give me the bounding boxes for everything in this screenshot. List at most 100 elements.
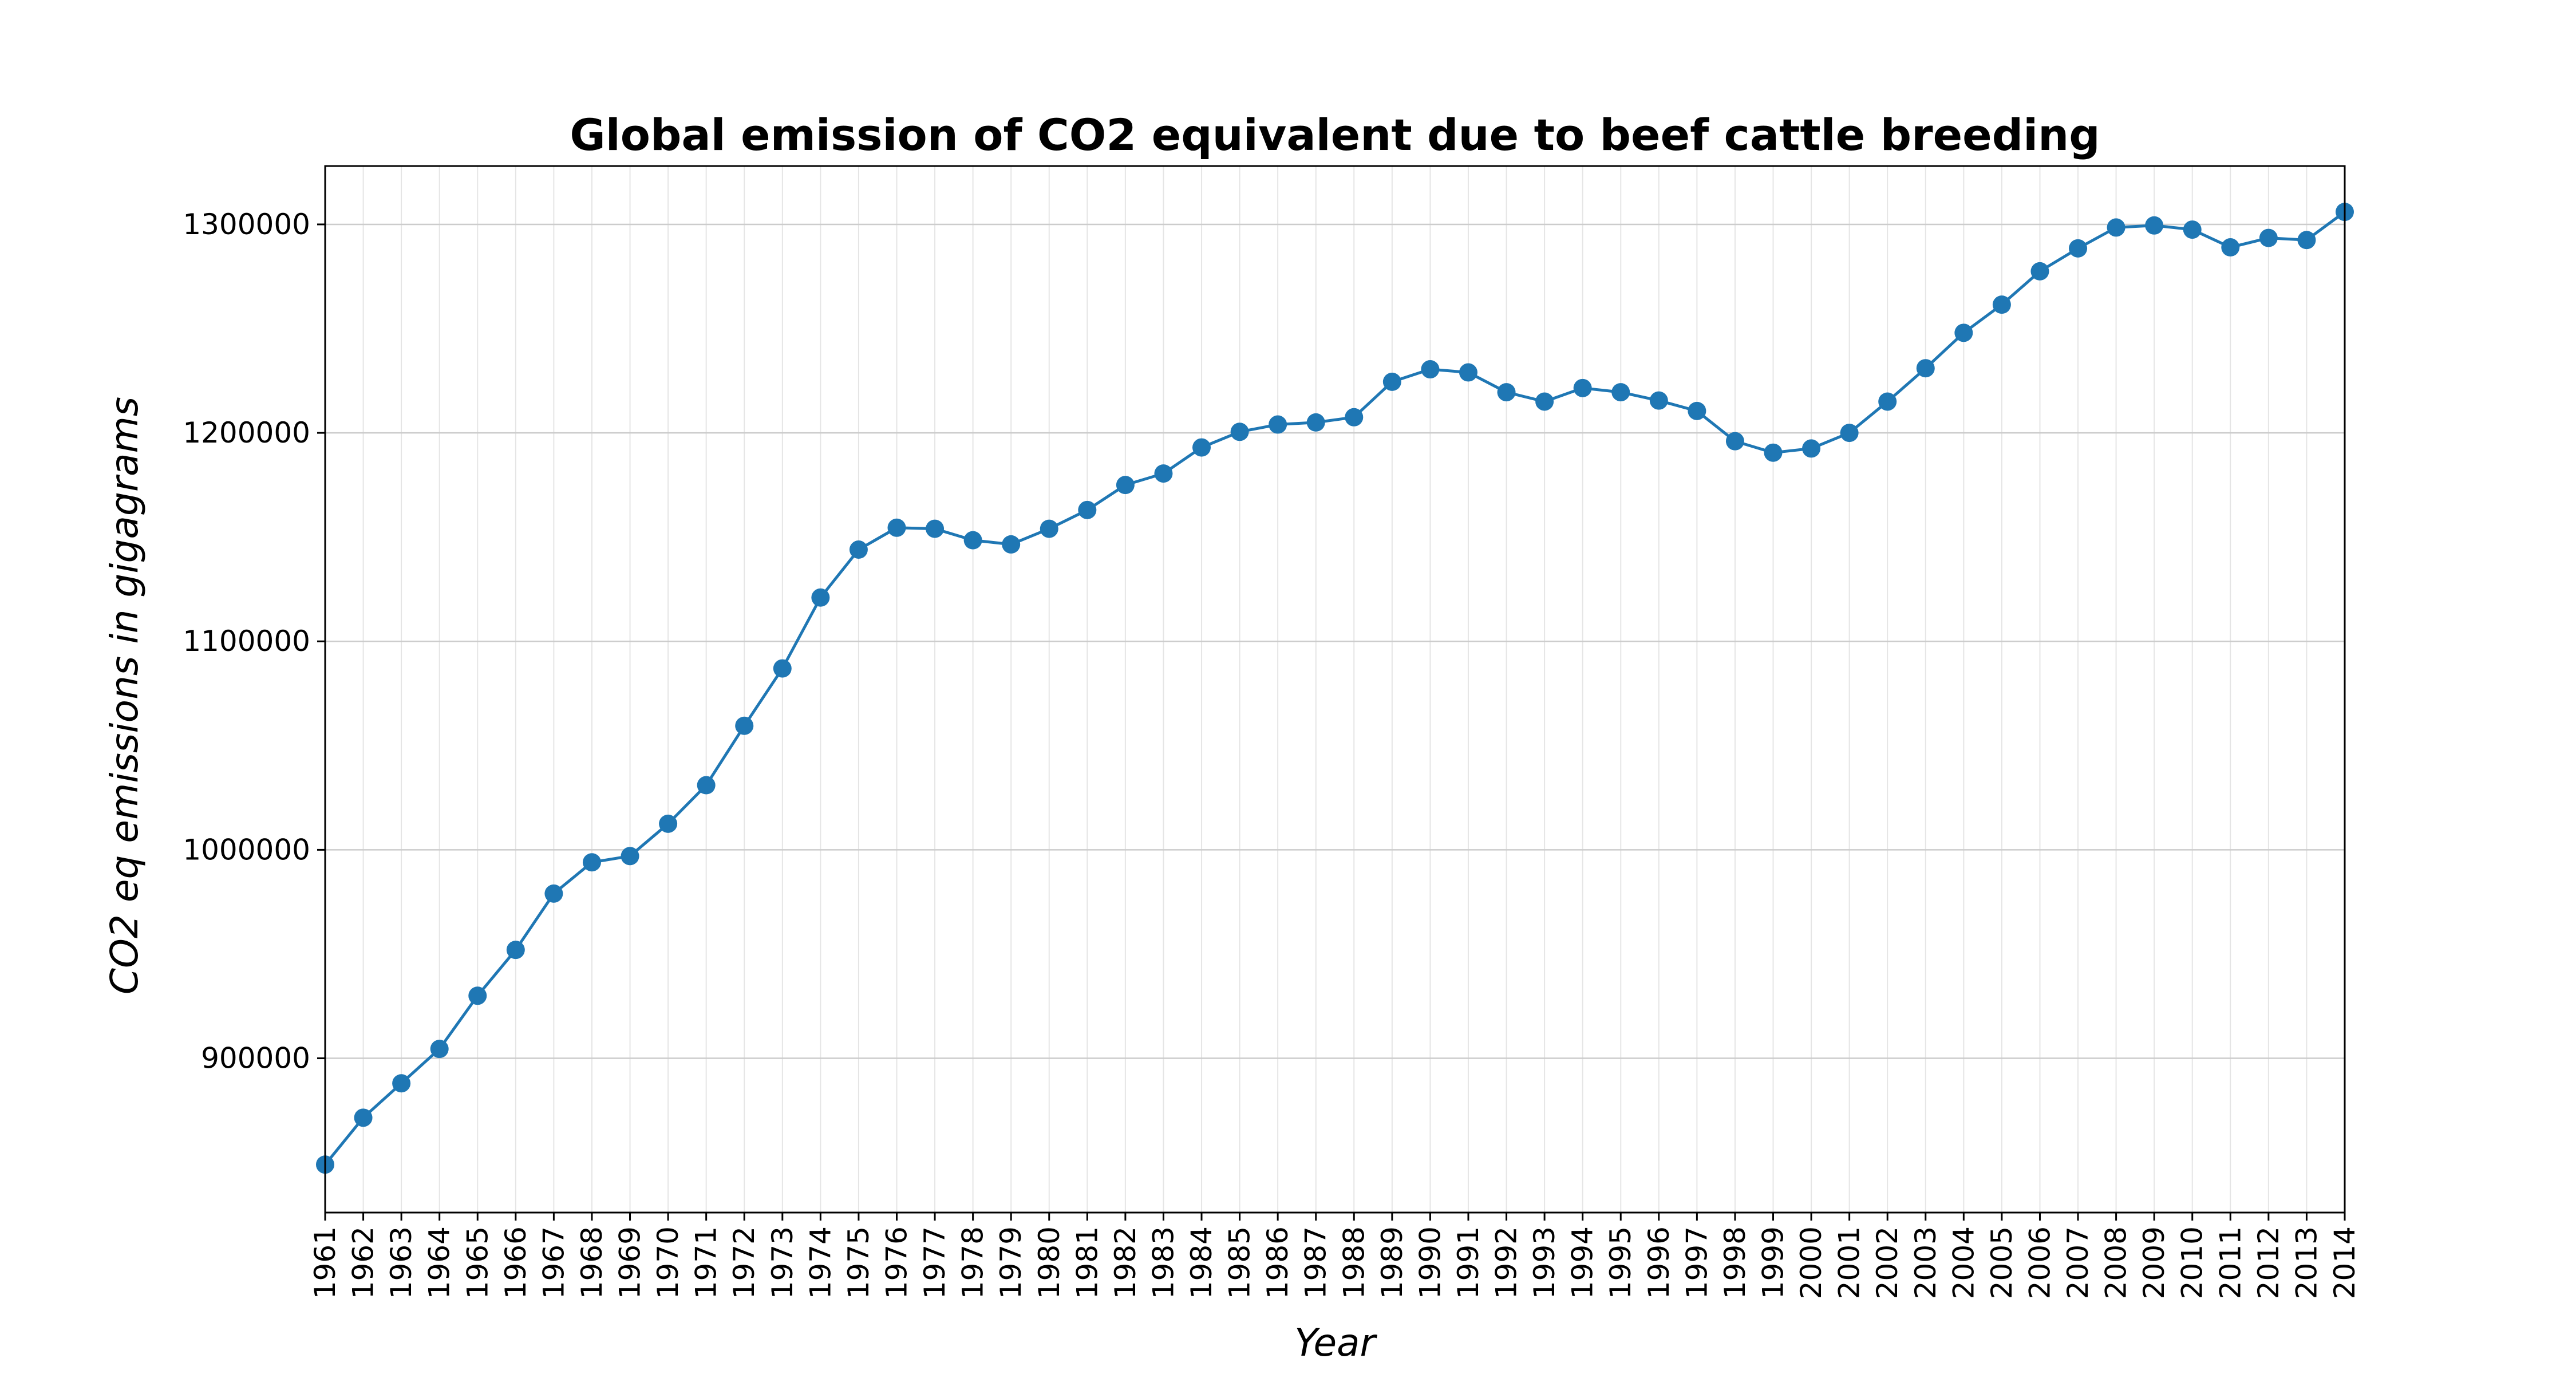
x-tick-label: 2001: [1833, 1226, 1866, 1299]
data-point: [1840, 424, 1859, 443]
data-point: [697, 776, 716, 795]
x-tick-label: 1971: [690, 1226, 723, 1299]
x-tick-label: 1967: [537, 1226, 570, 1299]
data-point: [1535, 392, 1554, 411]
series-line-path: [324, 211, 2346, 1166]
data-point: [811, 588, 830, 607]
x-tick-label: 1983: [1147, 1226, 1180, 1299]
x-tick-label: 1993: [1528, 1226, 1561, 1299]
data-point: [1154, 464, 1173, 483]
data-point: [1649, 391, 1668, 410]
data-point: [1078, 500, 1097, 519]
data-point: [392, 1074, 411, 1093]
x-tick-label: 2000: [1795, 1226, 1828, 1299]
data-point: [2183, 220, 2202, 239]
data-point: [849, 540, 868, 559]
x-tick-label: 1994: [1566, 1226, 1599, 1299]
data-point: [735, 716, 754, 735]
data-point: [621, 847, 639, 866]
x-tick-label: 2011: [2214, 1226, 2247, 1299]
x-tick-label: 1976: [880, 1226, 913, 1299]
grid: [325, 166, 2345, 1213]
data-point: [659, 814, 678, 833]
x-tick-label: 1963: [385, 1226, 418, 1299]
data-point: [1040, 519, 1058, 538]
x-tick-label: 1999: [1757, 1226, 1790, 1299]
data-points: [316, 203, 2354, 1174]
x-tick-label: 2010: [2176, 1226, 2209, 1299]
x-axis-ticks: 1961 1962 1963 1964 1965 1966 1967 1968 1969 1970…: [309, 1213, 2361, 1299]
data-point: [887, 518, 906, 537]
x-tick-label: 1980: [1033, 1226, 1066, 1299]
x-tick-label: 1998: [1718, 1226, 1752, 1299]
data-point: [1725, 432, 1744, 451]
y-tick-label: 1300000: [183, 208, 310, 241]
x-tick-label: 1981: [1070, 1226, 1104, 1299]
x-tick-label: 1962: [347, 1226, 380, 1299]
x-tick-label: 1975: [842, 1226, 875, 1299]
series-line: [324, 211, 2346, 1166]
x-tick-label: 1988: [1337, 1226, 1370, 1299]
data-point: [963, 531, 982, 550]
x-tick-label: 1992: [1490, 1226, 1523, 1299]
y-tick-label: 900000: [201, 1042, 310, 1075]
x-tick-label: 1968: [575, 1226, 609, 1299]
x-tick-label: 2014: [2328, 1226, 2361, 1299]
data-point: [1802, 439, 1821, 458]
x-tick-label: 1965: [461, 1226, 494, 1299]
x-axis-label: Year: [1294, 1321, 1377, 1365]
x-tick-label: 1978: [957, 1226, 990, 1299]
x-tick-label: 1982: [1109, 1226, 1142, 1299]
x-tick-label: 2012: [2252, 1226, 2285, 1299]
x-tick-label: 1961: [309, 1226, 342, 1299]
x-tick-label: 1991: [1452, 1226, 1485, 1299]
x-tick-label: 1997: [1680, 1226, 1713, 1299]
data-point: [1421, 360, 1440, 379]
y-tick-label: 1000000: [183, 833, 310, 866]
data-point: [2297, 231, 2316, 250]
x-tick-label: 2004: [1947, 1226, 1980, 1299]
x-tick-label: 1995: [1604, 1226, 1637, 1299]
data-point: [544, 884, 563, 903]
data-point: [2069, 239, 2088, 258]
plot-frame: [324, 165, 2346, 1214]
data-point: [1954, 323, 1973, 342]
data-point: [1382, 372, 1401, 391]
data-point: [582, 853, 601, 872]
data-point: [430, 1040, 449, 1059]
x-tick-label: 1987: [1299, 1226, 1333, 1299]
x-tick-label: 1972: [728, 1226, 761, 1299]
x-tick-label: 2005: [1985, 1226, 2018, 1299]
x-tick-label: 1996: [1642, 1226, 1676, 1299]
data-point: [1916, 359, 1935, 378]
x-tick-label: 2006: [2023, 1226, 2056, 1299]
x-tick-label: 2008: [2100, 1226, 2133, 1299]
data-point: [2259, 228, 2278, 247]
x-tick-label: 2007: [2061, 1226, 2095, 1299]
chart-title: Global emission of CO2 equivalent due to…: [570, 109, 2100, 160]
data-point: [1992, 295, 2011, 314]
data-point: [354, 1108, 373, 1127]
y-tick-label: 1200000: [183, 416, 310, 449]
x-tick-label: 1989: [1376, 1226, 1409, 1299]
data-point: [1878, 392, 1897, 411]
data-point: [773, 659, 792, 678]
x-tick-label: 1964: [423, 1226, 456, 1299]
data-point: [926, 519, 945, 538]
data-point: [1497, 383, 1516, 402]
data-point: [1573, 378, 1592, 397]
data-point: [2030, 262, 2049, 281]
x-tick-label: 1970: [651, 1226, 685, 1299]
x-tick-label: 1984: [1185, 1226, 1218, 1299]
x-tick-label: 2002: [1871, 1226, 1904, 1299]
data-point: [2107, 218, 2125, 237]
data-point: [2145, 216, 2164, 235]
data-point: [1192, 438, 1211, 457]
data-point: [468, 986, 487, 1005]
y-axis-ticks: 900000 1000000 1100000 1200000 1300000: [183, 208, 325, 1075]
x-tick-label: 1966: [499, 1226, 532, 1299]
data-point: [2221, 238, 2240, 257]
data-point: [1459, 363, 1477, 382]
data-point: [506, 941, 525, 960]
